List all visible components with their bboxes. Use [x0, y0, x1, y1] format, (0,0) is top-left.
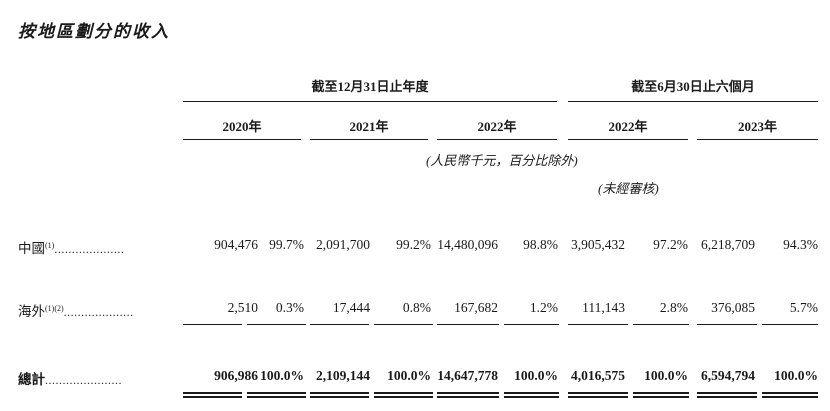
- footnote-ref: (1)(2): [45, 304, 64, 313]
- cell-overseas-2021-amount: 17,444: [332, 300, 370, 315]
- cell-total-2021-amount: 2,109,144: [316, 368, 370, 383]
- cell-china-2021-pct: 99.2%: [396, 237, 431, 252]
- cell-china-2020-pct: 99.7%: [269, 237, 304, 252]
- cell-china-2021-amount: 2,091,700: [316, 237, 370, 252]
- unaudited-note: (未經審核): [598, 181, 659, 196]
- unit-note: (人民幣千元，百分比除外): [426, 153, 578, 168]
- row-label-overseas: 海外(1)(2)....................: [18, 300, 134, 320]
- group-rule-year-end: [183, 101, 557, 102]
- cell-total-2023h1-pct: 100.0%: [774, 368, 818, 383]
- page-title: 按地區劃分的收入: [18, 22, 170, 41]
- total-double-rule: [762, 392, 818, 398]
- cell-overseas-2022h1-pct: 2.8%: [659, 300, 688, 315]
- year-rule-2022-h1: [568, 139, 688, 140]
- cell-china-2022-amount: 14,480,096: [437, 237, 498, 252]
- total-double-rule: [697, 392, 757, 398]
- total-double-rule: [247, 392, 306, 398]
- total-double-rule: [310, 392, 369, 398]
- total-double-rule: [183, 392, 242, 398]
- year-header-2022: 2022年: [477, 119, 517, 134]
- cell-overseas-2023h1-amount: 376,085: [711, 300, 755, 315]
- subtotal-rule: [568, 324, 628, 325]
- total-double-rule: [374, 392, 433, 398]
- year-header-2021: 2021年: [349, 119, 389, 134]
- total-double-rule: [504, 392, 559, 398]
- group-header-year-end: 截至12月31日止年度: [311, 79, 429, 94]
- dot-leader: ......................: [45, 373, 122, 387]
- cell-china-2022h1-amount: 3,905,432: [571, 237, 625, 252]
- subtotal-rule: [183, 324, 242, 325]
- group-header-six-month: 截至6月30日止六個月: [631, 79, 755, 94]
- cell-china-2022-pct: 98.8%: [523, 237, 558, 252]
- year-header-2022-h1: 2022年: [608, 119, 648, 134]
- year-rule-2020: [183, 139, 301, 140]
- cell-overseas-2022-pct: 1.2%: [529, 300, 558, 315]
- row-label-text: 海外: [18, 304, 45, 319]
- cell-total-2022-pct: 100.0%: [514, 368, 558, 383]
- subtotal-rule: [697, 324, 757, 325]
- year-header-2020: 2020年: [222, 119, 262, 134]
- group-rule-six-month: [568, 101, 818, 102]
- row-label-china: 中國(1)....................: [18, 237, 124, 257]
- dot-leader: ....................: [54, 242, 125, 256]
- total-double-rule: [633, 392, 689, 398]
- cell-total-2020-amount: 906,986: [214, 368, 258, 383]
- subtotal-rule: [374, 324, 433, 325]
- subtotal-rule: [247, 324, 306, 325]
- cell-total-2023h1-amount: 6,594,794: [701, 368, 755, 383]
- total-double-rule: [568, 392, 628, 398]
- cell-total-2022h1-pct: 100.0%: [644, 368, 688, 383]
- cell-china-2023h1-pct: 94.3%: [783, 237, 818, 252]
- year-header-2023-h1: 2023年: [737, 119, 777, 134]
- cell-overseas-2020-pct: 0.3%: [275, 300, 304, 315]
- cell-china-2022h1-pct: 97.2%: [653, 237, 688, 252]
- cell-overseas-2022h1-amount: 111,143: [582, 300, 625, 315]
- year-rule-2022: [437, 139, 557, 140]
- cell-china-2023h1-amount: 6,218,709: [701, 237, 755, 252]
- row-label-text: 總計: [18, 372, 45, 387]
- cell-total-2020-pct: 100.0%: [260, 368, 304, 383]
- subtotal-rule: [310, 324, 369, 325]
- row-label-total: 總計......................: [18, 368, 122, 388]
- footnote-ref: (1): [45, 241, 55, 250]
- total-double-rule: [437, 392, 499, 398]
- year-rule-2023-h1: [697, 139, 818, 140]
- subtotal-rule: [633, 324, 689, 325]
- dot-leader: ....................: [63, 305, 134, 319]
- row-label-text: 中國: [18, 241, 45, 256]
- cell-total-2022h1-amount: 4,016,575: [571, 368, 625, 383]
- cell-overseas-2021-pct: 0.8%: [402, 300, 431, 315]
- year-rule-2021: [310, 139, 428, 140]
- subtotal-rule: [762, 324, 818, 325]
- subtotal-rule: [437, 324, 499, 325]
- cell-overseas-2022-amount: 167,682: [454, 300, 498, 315]
- cell-china-2020-amount: 904,476: [214, 237, 258, 252]
- cell-total-2021-pct: 100.0%: [387, 368, 431, 383]
- subtotal-rule: [504, 324, 559, 325]
- cell-overseas-2023h1-pct: 5.7%: [789, 300, 818, 315]
- cell-total-2022-amount: 14,647,778: [437, 368, 498, 383]
- cell-overseas-2020-amount: 2,510: [227, 300, 258, 315]
